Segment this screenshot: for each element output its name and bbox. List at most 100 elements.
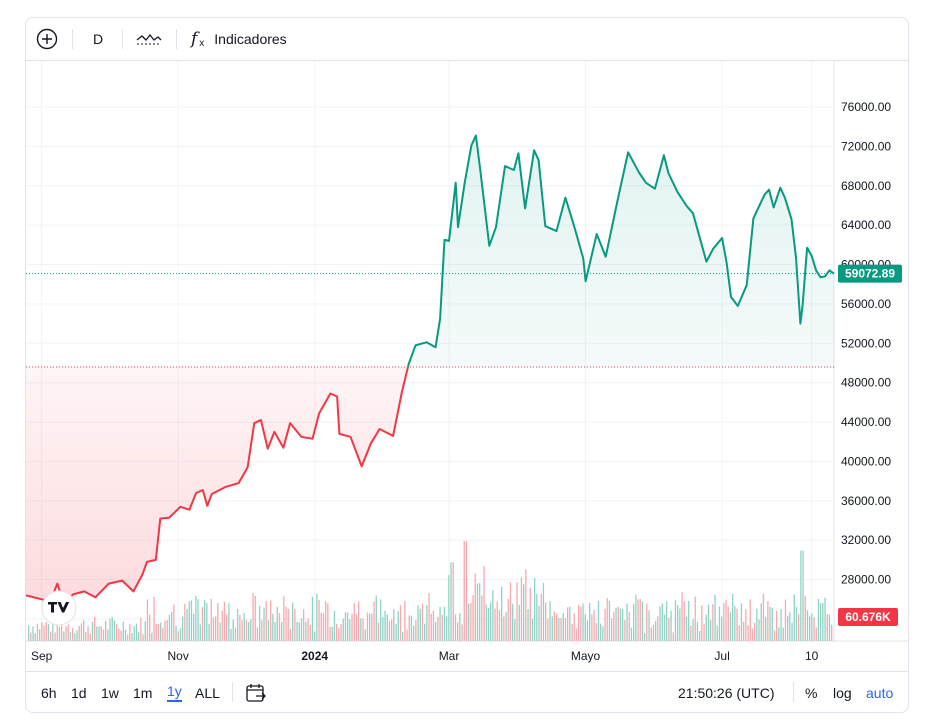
volume-bar <box>296 621 298 641</box>
volume-bar <box>344 612 347 641</box>
percent-toggle[interactable]: % <box>805 684 818 701</box>
volume-bar <box>809 616 811 641</box>
volume-bar <box>714 594 716 641</box>
volume-bar <box>276 606 278 641</box>
price-line <box>26 134 835 606</box>
volume-bar <box>699 631 701 641</box>
volume-bar <box>393 608 395 641</box>
y-tick-label: 32000.00 <box>841 533 891 547</box>
volume-bar <box>241 620 243 641</box>
volume-bar <box>615 607 617 641</box>
date-range-icon[interactable] <box>245 672 267 712</box>
volume-bar <box>111 617 113 641</box>
volume-bar <box>674 600 677 641</box>
volume-bar <box>787 615 789 641</box>
volume-bar <box>608 601 611 641</box>
volume-bar <box>124 629 127 641</box>
range-button-1w[interactable]: 1w <box>101 672 119 712</box>
volume-bar <box>45 622 47 641</box>
volume-bar <box>448 575 450 641</box>
function-icon: f <box>191 29 198 49</box>
volume-bar <box>747 625 749 641</box>
chart-style-icon[interactable] <box>134 18 164 60</box>
volume-bar <box>272 613 274 641</box>
volume-bar <box>527 609 529 641</box>
volume-bar <box>549 601 551 641</box>
plus-circle-icon[interactable] <box>34 18 60 60</box>
range-button-1m[interactable]: 1m <box>133 672 152 712</box>
volume-bar <box>556 613 558 641</box>
volume-bar <box>85 632 87 641</box>
volume-bar <box>745 609 747 641</box>
volume-bar <box>531 618 534 641</box>
interval-button[interactable]: D <box>92 31 104 47</box>
auto-toggle[interactable]: auto <box>866 684 894 701</box>
volume-bar <box>602 626 604 641</box>
volume-bar <box>428 592 430 641</box>
volume-badge-label: 60.676K <box>845 610 891 624</box>
log-toggle[interactable]: log <box>833 684 852 701</box>
volume-bar <box>217 603 219 641</box>
x-tick-label: Jul <box>714 649 729 663</box>
volume-bar <box>446 616 448 641</box>
volume-bar <box>490 602 492 641</box>
volume-bar <box>762 593 765 641</box>
volume-bar <box>157 623 160 641</box>
x-tick-label: 2024 <box>301 649 328 663</box>
volume-bar <box>773 630 776 641</box>
volume-bar <box>195 595 197 641</box>
volume-bar <box>61 622 63 641</box>
volume-bar <box>142 634 144 641</box>
volume-bar <box>375 595 377 641</box>
y-tick-label: 56000.00 <box>841 297 891 311</box>
volume-bar <box>80 623 83 641</box>
y-tick-label: 68000.00 <box>841 179 891 193</box>
volume-bar <box>474 573 476 641</box>
volume-bar <box>265 601 267 641</box>
range-button-all[interactable]: ALL <box>195 672 220 712</box>
range-button-1y[interactable]: 1y <box>167 672 182 712</box>
volume-bar <box>657 616 659 641</box>
volume-bar <box>628 612 630 641</box>
volume-bar <box>54 632 56 641</box>
volume-bar <box>683 601 685 641</box>
volume-bar <box>285 606 287 641</box>
volume-bar <box>501 586 503 641</box>
volume-bar <box>666 601 668 641</box>
volume-bar <box>630 627 633 641</box>
volume-bar <box>384 610 386 641</box>
volume-bar <box>373 601 375 641</box>
volume-bar <box>415 620 417 641</box>
volume-bar <box>721 616 723 641</box>
volume-bar <box>221 610 223 641</box>
volume-bar <box>503 616 505 641</box>
volume-bar <box>593 609 595 641</box>
volume-bar <box>421 603 424 641</box>
price-chart[interactable]: 76000.0072000.0068000.0064000.0060000.00… <box>26 61 908 671</box>
volume-bar <box>690 625 692 641</box>
volume-bar <box>252 593 254 641</box>
volume-bar <box>784 599 787 641</box>
volume-bar <box>725 599 727 641</box>
function-icon-sub: x <box>199 38 205 49</box>
tradingview-logo[interactable] <box>41 590 77 626</box>
volume-bar <box>173 604 175 641</box>
range-button-1d[interactable]: 1d <box>71 672 87 712</box>
volume-bar <box>204 600 206 641</box>
price-axis[interactable]: 76000.0072000.0068000.0064000.0060000.00… <box>841 100 891 626</box>
volume-bar <box>813 617 815 641</box>
volume-bar <box>199 624 201 641</box>
range-button-6h[interactable]: 6h <box>41 672 57 712</box>
volume-bar <box>591 614 593 641</box>
volume-bar <box>509 582 512 641</box>
volume-bar <box>349 619 351 641</box>
volume-bar <box>135 623 138 641</box>
volume-bar <box>358 601 360 641</box>
utc-time[interactable]: 21:50:26 (UTC) <box>678 684 775 701</box>
volume-bar <box>637 599 639 641</box>
time-axis[interactable]: Sep Nov 2024 Mar Mayo Jul 10 <box>31 649 819 663</box>
volume-bar <box>197 599 199 641</box>
volume-bar <box>138 632 140 641</box>
indicators-label: Indicadores <box>214 31 287 47</box>
